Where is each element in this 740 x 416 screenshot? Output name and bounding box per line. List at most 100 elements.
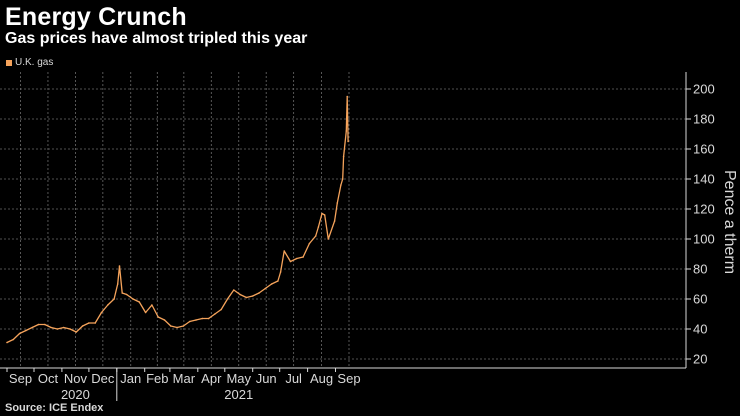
data-point bbox=[132, 298, 134, 300]
data-point bbox=[113, 298, 115, 300]
data-point bbox=[289, 260, 292, 263]
data-point bbox=[69, 328, 71, 330]
data-point bbox=[233, 289, 235, 291]
y-axis-title: Pence a therm bbox=[721, 170, 738, 274]
data-point bbox=[251, 295, 254, 297]
data-point bbox=[44, 323, 46, 326]
x-tick-label: Aug bbox=[310, 371, 333, 386]
x-tick-label: Sep bbox=[9, 371, 32, 386]
y-tick-label: 100 bbox=[693, 232, 715, 247]
data-point bbox=[62, 326, 65, 329]
data-point bbox=[321, 212, 323, 215]
data-point bbox=[138, 301, 141, 303]
data-point bbox=[277, 280, 279, 282]
grid bbox=[0, 72, 686, 368]
x-tick-label: Jun bbox=[256, 371, 277, 386]
data-point bbox=[317, 226, 320, 228]
data-point bbox=[308, 242, 311, 245]
data-point bbox=[37, 323, 40, 326]
x-tick-label: Nov bbox=[64, 371, 88, 386]
data-point bbox=[107, 304, 109, 306]
legend-label: U.K. gas bbox=[15, 57, 54, 68]
data-point bbox=[144, 311, 147, 314]
x-tick-label: May bbox=[226, 371, 251, 386]
data-point bbox=[188, 320, 191, 323]
data-point bbox=[195, 319, 197, 321]
data-point bbox=[258, 292, 260, 294]
data-point bbox=[226, 298, 229, 300]
data-point bbox=[342, 155, 345, 158]
data-point bbox=[220, 308, 222, 311]
x-tick-label: Sep bbox=[337, 371, 360, 386]
x-tick-label: Oct bbox=[38, 371, 59, 386]
data-point bbox=[75, 331, 78, 333]
data-point bbox=[25, 329, 27, 332]
y-tick-label: 200 bbox=[693, 82, 715, 97]
data-point bbox=[207, 317, 210, 320]
legend: U.K. gas bbox=[6, 57, 53, 68]
data-point bbox=[323, 214, 326, 216]
data-point bbox=[270, 283, 273, 285]
data-point bbox=[18, 332, 21, 335]
data-point bbox=[336, 202, 339, 204]
data-point bbox=[56, 328, 59, 330]
chart-subtitle: Gas prices have almost tripled this year bbox=[5, 30, 308, 47]
data-point bbox=[81, 325, 84, 327]
data-point bbox=[296, 257, 298, 260]
x-tick-label: Jul bbox=[285, 371, 302, 386]
source-note: Source: ICE Endex bbox=[5, 402, 104, 414]
data-point bbox=[346, 95, 349, 98]
data-point bbox=[121, 292, 123, 294]
x-tick-label: Dec bbox=[91, 371, 115, 386]
x-tick-label: Apr bbox=[201, 371, 222, 386]
data-point bbox=[314, 235, 317, 237]
data-point bbox=[50, 326, 52, 329]
y-tick-label: 60 bbox=[693, 292, 707, 307]
x-tick-label: Jan bbox=[120, 371, 141, 386]
data-point bbox=[118, 265, 121, 267]
data-point bbox=[125, 293, 128, 296]
y-tick-label: 140 bbox=[693, 172, 715, 187]
data-point bbox=[170, 325, 172, 327]
data-point bbox=[333, 220, 336, 222]
x-year-label: 2020 bbox=[61, 387, 90, 402]
data-point bbox=[116, 283, 119, 285]
y-tick-label: 80 bbox=[693, 262, 707, 277]
data-point bbox=[340, 184, 342, 186]
y-tick-label: 40 bbox=[693, 322, 707, 337]
data-point bbox=[283, 250, 286, 252]
data-point bbox=[239, 293, 241, 296]
data-point bbox=[157, 316, 159, 318]
data-point bbox=[302, 256, 304, 258]
chart-title: Energy Crunch bbox=[5, 3, 187, 31]
data-point bbox=[347, 140, 349, 143]
data-point bbox=[245, 296, 248, 299]
series-line-uk-gas bbox=[6, 95, 349, 344]
data-point bbox=[94, 322, 96, 324]
x-year-label: 2021 bbox=[224, 387, 253, 402]
data-point bbox=[201, 317, 204, 320]
series-layer bbox=[6, 95, 349, 344]
data-point bbox=[279, 271, 282, 273]
data-point bbox=[214, 313, 216, 315]
data-point bbox=[176, 326, 178, 329]
data-point bbox=[12, 338, 15, 341]
y-tick-label: 120 bbox=[693, 202, 715, 217]
data-point bbox=[163, 319, 166, 321]
data-point bbox=[6, 341, 8, 344]
x-tick-label: Feb bbox=[146, 371, 168, 386]
data-point bbox=[264, 287, 267, 290]
data-point bbox=[327, 238, 330, 240]
data-point bbox=[345, 130, 348, 132]
data-point bbox=[100, 311, 103, 314]
x-tick-label: Mar bbox=[173, 371, 196, 386]
data-point bbox=[182, 325, 185, 327]
legend-swatch bbox=[6, 59, 12, 66]
axes: 20 40 60 80 100 120 140 160 180 200 Pence a therm S… bbox=[0, 72, 738, 402]
data-point bbox=[151, 304, 153, 306]
y-tick-label: 180 bbox=[693, 112, 715, 127]
data-point bbox=[88, 322, 90, 324]
y-tick-label: 20 bbox=[693, 352, 707, 367]
y-tick-label: 160 bbox=[693, 142, 715, 157]
